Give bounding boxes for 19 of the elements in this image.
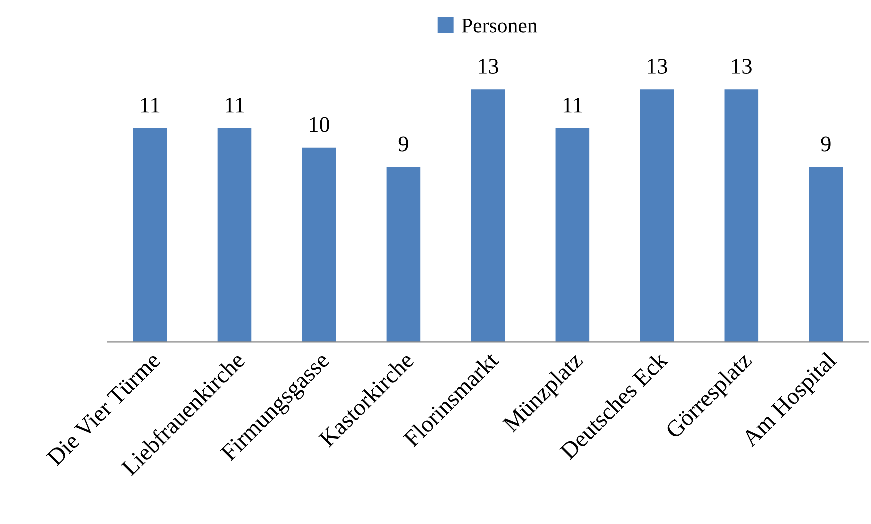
data-label: 9 [821,136,831,152]
data-label: 11 [142,98,160,113]
data-label: 13 [479,59,498,74]
data-label: 13 [648,59,668,74]
data-label: 9 [398,136,408,152]
data-label: 10 [310,117,330,132]
legend-label: Personen [462,18,538,33]
bar [724,90,759,342]
bar [218,128,252,342]
bar [302,148,336,342]
bar [809,167,844,342]
data-label: 13 [732,59,752,74]
data-label: 11 [564,98,582,113]
bar [640,90,674,342]
data-label: 11 [226,98,244,113]
bar [471,90,506,342]
bar [556,128,590,342]
bar [386,167,421,342]
bar [133,128,168,342]
